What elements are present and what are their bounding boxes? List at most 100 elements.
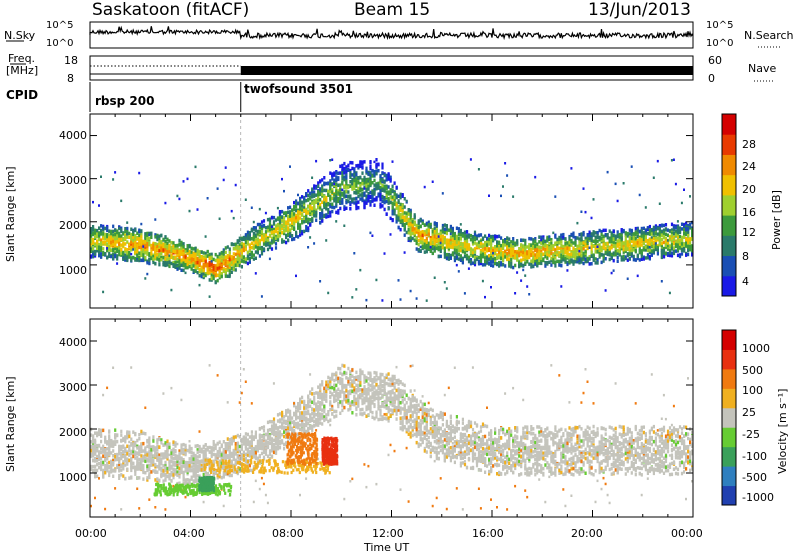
data-cell bbox=[266, 225, 270, 229]
data-cell bbox=[266, 229, 270, 233]
data-cell bbox=[634, 232, 637, 237]
data-cell bbox=[114, 254, 117, 259]
data-cell bbox=[345, 174, 348, 179]
data-cell bbox=[301, 229, 304, 234]
data-cell bbox=[333, 199, 336, 203]
data-cell bbox=[687, 240, 690, 245]
data-cell bbox=[114, 237, 117, 241]
data-cell bbox=[580, 260, 583, 264]
data-cell bbox=[234, 246, 237, 250]
data-cell bbox=[180, 250, 183, 254]
data-cell bbox=[329, 196, 332, 200]
data-cell bbox=[636, 234, 639, 239]
data-cell bbox=[399, 202, 402, 207]
data-cell bbox=[554, 255, 557, 260]
data-cell bbox=[548, 253, 551, 258]
data-cell bbox=[90, 227, 93, 231]
data-cell bbox=[130, 248, 133, 252]
data-cell bbox=[114, 240, 117, 244]
data-cell bbox=[262, 219, 266, 223]
data-cell bbox=[315, 186, 318, 190]
data-cell bbox=[228, 266, 231, 270]
data-cell bbox=[558, 246, 561, 251]
data-cell bbox=[516, 254, 519, 258]
data-cell bbox=[676, 244, 680, 249]
data-cell bbox=[433, 242, 436, 247]
data-cell bbox=[582, 255, 585, 260]
data-cell bbox=[427, 220, 430, 224]
data-cell bbox=[132, 232, 135, 237]
data-cell bbox=[174, 255, 177, 259]
data-cell bbox=[484, 259, 487, 264]
data-cell bbox=[90, 440, 93, 444]
data-cell bbox=[664, 243, 668, 248]
data-cell bbox=[471, 239, 475, 244]
data-cell bbox=[486, 261, 489, 265]
data-cell bbox=[224, 255, 227, 259]
data-cell bbox=[100, 428, 103, 433]
data-cell bbox=[349, 194, 352, 198]
data-cell bbox=[96, 246, 99, 250]
data-cell bbox=[138, 233, 141, 238]
data-cell bbox=[433, 223, 436, 227]
data-cell bbox=[512, 265, 515, 270]
data-cell bbox=[194, 269, 197, 273]
data-cell bbox=[234, 268, 237, 272]
data-cell bbox=[361, 187, 364, 192]
data-cell bbox=[622, 254, 625, 259]
data-cell bbox=[484, 262, 487, 266]
data-cell bbox=[572, 254, 575, 259]
data-cell bbox=[451, 251, 454, 255]
scatter-cell bbox=[381, 299, 384, 302]
data-cell bbox=[644, 235, 647, 239]
data-cell bbox=[317, 193, 320, 197]
data-cell bbox=[325, 215, 328, 219]
data-cell bbox=[506, 240, 509, 245]
data-cell bbox=[106, 238, 109, 242]
data-cell bbox=[274, 227, 278, 232]
data-cell bbox=[276, 230, 280, 235]
data-cell bbox=[518, 261, 521, 266]
data-cell bbox=[650, 228, 653, 232]
data-cell bbox=[526, 250, 529, 254]
data-cell bbox=[578, 240, 581, 244]
data-cell bbox=[437, 236, 440, 241]
data-cell bbox=[357, 206, 360, 210]
data-cell bbox=[363, 185, 366, 189]
data-cell bbox=[608, 236, 611, 240]
scatter-cell bbox=[445, 287, 448, 290]
data-cell bbox=[377, 183, 380, 187]
data-cell bbox=[610, 256, 613, 261]
data-cell bbox=[367, 187, 370, 191]
data-cell bbox=[176, 267, 179, 271]
data-cell bbox=[488, 254, 491, 258]
data-cell bbox=[154, 233, 157, 237]
data-cell bbox=[672, 241, 676, 246]
data-cell bbox=[190, 255, 193, 260]
data-cell bbox=[287, 214, 290, 219]
data-cell bbox=[610, 246, 613, 250]
data-cell bbox=[435, 234, 438, 238]
data-cell bbox=[660, 243, 663, 248]
data-cell bbox=[339, 187, 342, 191]
data-cell bbox=[534, 248, 537, 253]
data-cell bbox=[335, 189, 338, 193]
data-cell bbox=[154, 261, 157, 266]
data-cell bbox=[214, 273, 217, 277]
data-cell bbox=[518, 249, 521, 253]
data-cell bbox=[281, 226, 284, 231]
data-cell bbox=[222, 255, 225, 260]
data-cell bbox=[220, 259, 223, 263]
data-cell bbox=[196, 260, 199, 265]
data-cell bbox=[624, 235, 627, 239]
data-cell bbox=[616, 233, 619, 238]
data-cell bbox=[554, 235, 557, 239]
scatter-cell bbox=[164, 201, 167, 205]
data-cell bbox=[274, 242, 278, 246]
data-cell bbox=[274, 236, 278, 240]
scatter-cell bbox=[333, 182, 336, 186]
data-cell bbox=[90, 433, 93, 437]
data-cell bbox=[355, 172, 358, 177]
data-cell bbox=[572, 246, 575, 250]
data-cell bbox=[230, 242, 233, 246]
